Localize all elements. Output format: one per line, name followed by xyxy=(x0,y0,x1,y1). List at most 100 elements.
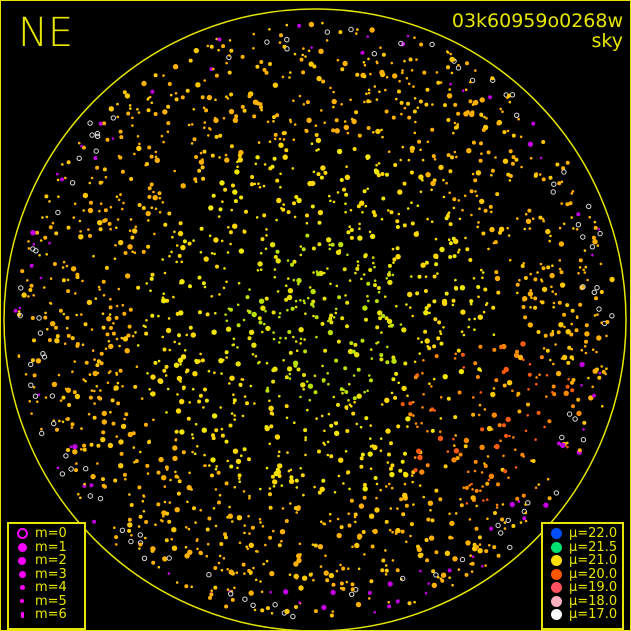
star-point xyxy=(325,39,329,42)
star-point xyxy=(80,448,83,451)
star-point xyxy=(173,362,180,368)
star-point xyxy=(270,474,275,479)
star-point xyxy=(137,203,142,207)
star-point xyxy=(108,343,114,350)
star-point xyxy=(458,217,462,221)
magnitude-symbol-icon xyxy=(18,570,26,578)
star-point xyxy=(104,347,108,351)
star-point xyxy=(209,128,212,131)
star-point xyxy=(172,445,178,451)
star-point xyxy=(272,485,276,488)
star-point xyxy=(405,416,411,422)
star-point xyxy=(254,162,258,166)
star-point xyxy=(262,562,266,566)
star-point xyxy=(270,164,275,169)
star-point xyxy=(133,251,137,254)
star-point xyxy=(448,535,453,540)
star-point xyxy=(171,545,178,551)
star-point xyxy=(260,305,266,311)
star-point xyxy=(305,100,310,105)
star-point xyxy=(235,361,241,367)
star-point xyxy=(285,23,289,27)
star-point xyxy=(379,488,383,492)
star-point xyxy=(190,123,194,126)
star-point xyxy=(449,520,455,527)
star-point xyxy=(365,92,368,96)
star-point xyxy=(370,544,375,549)
star-point xyxy=(533,277,538,282)
star-point xyxy=(162,368,167,373)
star-point xyxy=(217,37,222,42)
star-point xyxy=(527,323,531,326)
star-point xyxy=(421,178,424,182)
star-point xyxy=(381,196,386,201)
star-point xyxy=(163,500,167,504)
star-point xyxy=(44,194,49,199)
star-point xyxy=(478,403,482,407)
star-point xyxy=(179,429,185,435)
star-point xyxy=(198,310,202,315)
star-point xyxy=(493,511,497,515)
brightness-legend-label: μ=21.0 xyxy=(569,553,618,569)
magnitude-legend-label: m=1 xyxy=(35,539,67,555)
star-point xyxy=(180,260,184,264)
star-point xyxy=(478,158,483,163)
star-point xyxy=(345,580,349,584)
star-point xyxy=(392,73,398,79)
star-point xyxy=(362,495,367,500)
star-point xyxy=(448,222,453,227)
star-point xyxy=(30,358,35,363)
star-point xyxy=(481,128,486,132)
star-point xyxy=(374,169,380,175)
star-point xyxy=(241,414,245,418)
star-point xyxy=(286,259,290,262)
star-point xyxy=(165,327,172,334)
star-point xyxy=(407,291,413,298)
star-point xyxy=(519,521,523,524)
star-point xyxy=(99,351,104,356)
star-point xyxy=(196,538,199,541)
star-point xyxy=(113,526,116,529)
star-point xyxy=(485,117,488,120)
magnitude-symbol-icon xyxy=(20,611,24,618)
star-point xyxy=(228,382,231,385)
star-point xyxy=(146,108,151,113)
star-point xyxy=(319,486,325,492)
star-point xyxy=(355,32,358,35)
star-point xyxy=(376,341,380,344)
star-point xyxy=(429,509,432,512)
star-point xyxy=(434,262,439,267)
star-point xyxy=(331,610,335,613)
star-point xyxy=(505,517,511,524)
star-point xyxy=(115,195,119,198)
star-point xyxy=(188,284,192,289)
star-point xyxy=(119,193,122,196)
star-point xyxy=(183,349,187,352)
star-point xyxy=(401,69,404,72)
star-point xyxy=(190,142,194,145)
star-point xyxy=(376,286,381,290)
star-point xyxy=(166,130,170,133)
star-point xyxy=(451,457,457,463)
star-point xyxy=(225,326,232,332)
star-point xyxy=(446,93,453,99)
star-point xyxy=(272,337,276,341)
star-point xyxy=(288,372,292,376)
star-point xyxy=(57,195,60,198)
star-point xyxy=(403,59,406,63)
star-point xyxy=(428,535,435,541)
star-point xyxy=(294,605,298,609)
star-point xyxy=(219,406,222,409)
star-point xyxy=(36,400,39,404)
star-point xyxy=(463,444,468,449)
star-point xyxy=(336,532,342,539)
star-point xyxy=(417,139,422,144)
star-point xyxy=(366,294,369,298)
star-point xyxy=(43,235,48,240)
star-point xyxy=(479,141,483,146)
star-point xyxy=(367,91,371,95)
star-point xyxy=(596,335,602,341)
star-point xyxy=(109,227,112,231)
star-point xyxy=(430,127,435,132)
star-point xyxy=(221,44,226,49)
